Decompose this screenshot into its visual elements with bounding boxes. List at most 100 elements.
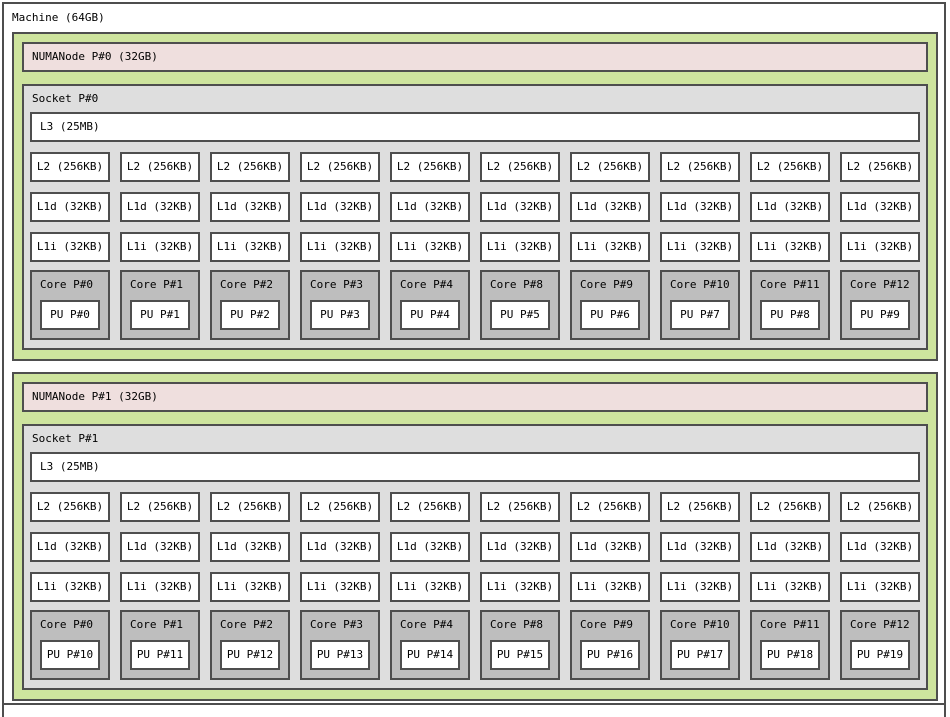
l1d-cache-box: L1d (32KB) <box>300 192 380 222</box>
numa-node-1: NUMANode P#1 (32GB) Socket P#1 L3 (25MB)… <box>12 372 938 701</box>
core-box: Core P#4 PU P#4 <box>390 270 470 340</box>
l2-cache-box: L2 (256KB) <box>660 492 740 522</box>
core-box: Core P#10 PU P#7 <box>660 270 740 340</box>
l1d-cache-box: L1d (32KB) <box>840 192 920 222</box>
pu-box: PU P#19 <box>850 640 910 670</box>
pu-box: PU P#11 <box>130 640 190 670</box>
core-box: Core P#9 PU P#16 <box>570 610 650 680</box>
l1d-cache-box: L1d (32KB) <box>570 532 650 562</box>
core-label: Core P#11 <box>760 618 820 631</box>
l2-cache-box: L2 (256KB) <box>210 492 290 522</box>
l2-cache-row: L2 (256KB) L2 (256KB) L2 (256KB) L2 (256KB)… <box>30 492 920 522</box>
numa-node-0: NUMANode P#0 (32GB) Socket P#0 L3 (25MB)… <box>12 32 938 361</box>
l1i-cache-row: L1i (32KB) L1i (32KB) L1i (32KB) L1i (32KB)… <box>30 232 920 262</box>
core-box: Core P#8 PU P#15 <box>480 610 560 680</box>
core-label: Core P#1 <box>130 618 183 631</box>
l1i-cache-box: L1i (32KB) <box>750 572 830 602</box>
l1d-cache-box: L1d (32KB) <box>660 532 740 562</box>
core-label: Core P#10 <box>670 618 730 631</box>
core-box: Core P#2 PU P#12 <box>210 610 290 680</box>
l1d-cache-box: L1d (32KB) <box>210 532 290 562</box>
l1d-cache-box: L1d (32KB) <box>300 532 380 562</box>
l2-cache-box: L2 (256KB) <box>30 492 110 522</box>
core-box: Core P#12 PU P#9 <box>840 270 920 340</box>
l1d-cache-box: L1d (32KB) <box>390 192 470 222</box>
core-label: Core P#0 <box>40 618 93 631</box>
core-box: Core P#3 PU P#3 <box>300 270 380 340</box>
core-label: Core P#2 <box>220 618 273 631</box>
core-label: Core P#12 <box>850 618 910 631</box>
numa-node-0-label: NUMANode P#0 (32GB) <box>22 42 928 72</box>
core-box: Core P#12 PU P#19 <box>840 610 920 680</box>
core-box: Core P#3 PU P#13 <box>300 610 380 680</box>
l3-cache-box: L3 (25MB) <box>30 452 920 482</box>
core-label: Core P#0 <box>40 278 93 291</box>
l1i-cache-box: L1i (32KB) <box>210 572 290 602</box>
core-box: Core P#9 PU P#6 <box>570 270 650 340</box>
core-label: Core P#9 <box>580 618 633 631</box>
l2-cache-row: L2 (256KB) L2 (256KB) L2 (256KB) L2 (256KB)… <box>30 152 920 182</box>
pu-box: PU P#14 <box>400 640 460 670</box>
l1i-cache-box: L1i (32KB) <box>120 572 200 602</box>
core-box: Core P#1 PU P#1 <box>120 270 200 340</box>
l2-cache-box: L2 (256KB) <box>210 152 290 182</box>
l1d-cache-box: L1d (32KB) <box>660 192 740 222</box>
pu-box: PU P#6 <box>580 300 640 330</box>
pu-box: PU P#0 <box>40 300 100 330</box>
machine-bottom-border <box>4 703 944 705</box>
pu-box: PU P#13 <box>310 640 370 670</box>
pu-box: PU P#7 <box>670 300 730 330</box>
l1i-cache-box: L1i (32KB) <box>300 232 380 262</box>
pu-box: PU P#4 <box>400 300 460 330</box>
l1d-cache-box: L1d (32KB) <box>30 192 110 222</box>
core-box: Core P#11 PU P#18 <box>750 610 830 680</box>
core-box: Core P#0 PU P#10 <box>30 610 110 680</box>
core-label: Core P#3 <box>310 278 363 291</box>
core-box: Core P#11 PU P#8 <box>750 270 830 340</box>
l1i-cache-box: L1i (32KB) <box>570 232 650 262</box>
core-label: Core P#11 <box>760 278 820 291</box>
l1d-cache-box: L1d (32KB) <box>750 532 830 562</box>
l1d-cache-box: L1d (32KB) <box>30 532 110 562</box>
l1d-cache-box: L1d (32KB) <box>390 532 470 562</box>
socket-1-label: Socket P#1 <box>32 432 99 445</box>
l2-cache-box: L2 (256KB) <box>390 492 470 522</box>
l1i-cache-box: L1i (32KB) <box>30 232 110 262</box>
pu-box: PU P#8 <box>760 300 820 330</box>
core-label: Core P#1 <box>130 278 183 291</box>
l2-cache-box: L2 (256KB) <box>30 152 110 182</box>
l1d-cache-box: L1d (32KB) <box>840 532 920 562</box>
pu-box: PU P#17 <box>670 640 730 670</box>
socket-0: Socket P#0 L3 (25MB) L2 (256KB) L2 (256KB… <box>22 84 928 350</box>
core-label: Core P#4 <box>400 278 453 291</box>
core-label: Core P#8 <box>490 278 543 291</box>
core-box: Core P#0 PU P#0 <box>30 270 110 340</box>
core-box: Core P#2 PU P#2 <box>210 270 290 340</box>
core-row: Core P#0 PU P#10 Core P#1 PU P#11 Core P#2 PU… <box>30 610 920 680</box>
core-label: Core P#12 <box>850 278 910 291</box>
l2-cache-box: L2 (256KB) <box>840 492 920 522</box>
core-box: Core P#1 PU P#11 <box>120 610 200 680</box>
l1i-cache-box: L1i (32KB) <box>840 572 920 602</box>
l2-cache-box: L2 (256KB) <box>570 492 650 522</box>
l1d-cache-box: L1d (32KB) <box>210 192 290 222</box>
l2-cache-box: L2 (256KB) <box>120 152 200 182</box>
socket-1: Socket P#1 L3 (25MB) L2 (256KB) L2 (256KB… <box>22 424 928 690</box>
l2-cache-box: L2 (256KB) <box>390 152 470 182</box>
l1i-cache-box: L1i (32KB) <box>480 232 560 262</box>
pu-box: PU P#2 <box>220 300 280 330</box>
l1i-cache-box: L1i (32KB) <box>750 232 830 262</box>
l1d-cache-box: L1d (32KB) <box>480 192 560 222</box>
core-label: Core P#8 <box>490 618 543 631</box>
l1d-cache-box: L1d (32KB) <box>120 192 200 222</box>
l3-cache-box: L3 (25MB) <box>30 112 920 142</box>
l1i-cache-box: L1i (32KB) <box>390 572 470 602</box>
l2-cache-box: L2 (256KB) <box>750 492 830 522</box>
pu-box: PU P#12 <box>220 640 280 670</box>
l1i-cache-box: L1i (32KB) <box>480 572 560 602</box>
core-label: Core P#3 <box>310 618 363 631</box>
l2-cache-box: L2 (256KB) <box>480 492 560 522</box>
core-row: Core P#0 PU P#0 Core P#1 PU P#1 Core P#2 PU P… <box>30 270 920 340</box>
l2-cache-box: L2 (256KB) <box>120 492 200 522</box>
